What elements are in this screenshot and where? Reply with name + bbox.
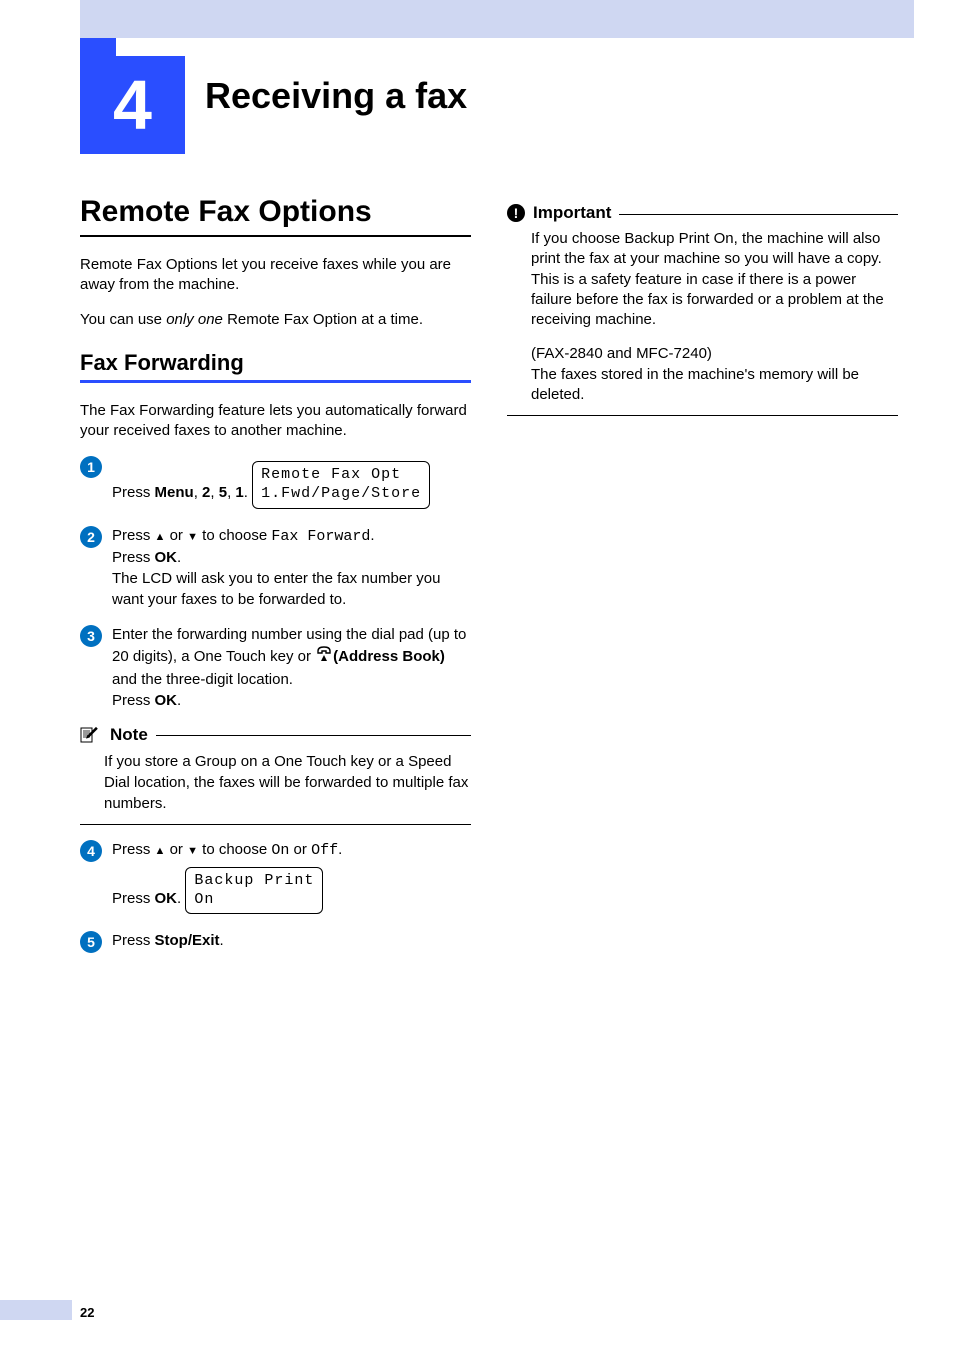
page-content: Remote Fax Options Remote Fax Options le… [80,195,898,967]
key-ok: OK [155,890,178,907]
right-column: ! Important If you choose Backup Print O… [507,195,898,967]
page-number: 22 [80,1305,94,1320]
down-arrow-icon [187,527,198,544]
important-models: (FAX-2840 and MFC-7240) [531,345,712,362]
step-badge: 4 [80,840,102,862]
key-menu: Menu [155,484,194,501]
t: The LCD will ask you to enter the fax nu… [112,570,441,608]
t: Press [112,484,155,501]
note-icon [80,726,102,744]
address-book-label: (Address Book) [333,648,445,665]
t: to choose [198,527,271,544]
step-4: 4 Press or to choose On or Off. Press OK… [80,839,471,917]
step-body: Press Menu, 2, 5, 1. Remote Fax Opt 1.Fw… [112,455,471,511]
t: to choose [198,841,271,858]
t: . [177,549,181,566]
t: . [370,527,374,544]
t: . [220,932,224,949]
t: or [165,841,187,858]
important-p1: If you choose Backup Print On, the machi… [531,229,898,330]
t: . [177,692,181,709]
subsection-heading: Fax Forwarding [80,350,471,383]
step-body: Press or to choose Fax Forward. Press OK… [112,525,471,610]
left-column: Remote Fax Options Remote Fax Options le… [80,195,471,967]
t: Press [112,549,155,566]
step-badge: 1 [80,456,102,478]
t: . [338,841,342,858]
key-1: 1 [235,484,243,501]
t: . [244,484,248,501]
chapter-title: Receiving a fax [205,75,467,117]
step-1: 1 Press Menu, 2, 5, 1. Remote Fax Opt 1.… [80,455,471,511]
t: Press [112,527,155,544]
note-head: Note [80,725,471,745]
intro-p2-emph: only one [166,311,223,328]
important-body: If you choose Backup Print On, the machi… [507,229,898,416]
t: or [289,841,311,858]
t: Press [112,692,155,709]
step-badge: 3 [80,625,102,647]
t: . [177,890,181,907]
note-body: If you store a Group on a One Touch key … [80,751,471,825]
lcd-text: Fax Forward [271,528,370,545]
t: , [210,484,218,501]
important-head: ! Important [507,203,898,223]
page-footer-band [0,1300,72,1320]
key-ok: OK [155,549,178,566]
intro-p1: Remote Fax Options let you receive faxes… [80,255,471,296]
key-ok: OK [155,692,178,709]
chapter-number: 4 [113,66,152,144]
address-book-icon [316,645,332,669]
chapter-number-box: 4 [80,56,185,154]
important-callout: ! Important If you choose Backup Print O… [507,203,898,416]
header-band [80,0,914,38]
section-heading: Remote Fax Options [80,195,471,237]
step-badge: 5 [80,931,102,953]
important-p2: (FAX-2840 and MFC-7240) The faxes stored… [531,344,898,405]
important-p2b: The faxes stored in the machine's memory… [531,366,859,403]
lcd-display: Backup Print On [185,867,323,915]
key-stop-exit: Stop/Exit [155,932,220,949]
note-title: Note [110,725,148,745]
step-body: Press or to choose On or Off. Press OK. … [112,839,471,917]
lcd-text: Off [311,842,338,859]
up-arrow-icon [155,841,166,858]
t: , [194,484,202,501]
t: Press [112,841,155,858]
important-rule [619,214,898,215]
intro-p2-pre: You can use [80,311,166,328]
step-2: 2 Press or to choose Fax Forward. Press … [80,525,471,610]
note-rule [156,735,471,736]
up-arrow-icon [155,527,166,544]
important-icon: ! [507,204,525,222]
t: Press [112,932,155,949]
forwarding-intro: The Fax Forwarding feature lets you auto… [80,401,471,442]
down-arrow-icon [187,841,198,858]
step-3: 3 Enter the forwarding number using the … [80,624,471,711]
lcd-text: On [271,842,289,859]
important-title: Important [533,203,611,223]
key-5: 5 [219,484,227,501]
t: and the three-digit location. [112,671,293,688]
lcd-display: Remote Fax Opt 1.Fwd/Page/Store [252,461,430,509]
intro-p2: You can use only one Remote Fax Option a… [80,310,471,330]
note-callout: Note If you store a Group on a One Touch… [80,725,471,825]
t: Press [112,890,155,907]
step-body: Enter the forwarding number using the di… [112,624,471,711]
t: or [165,527,187,544]
step-5: 5 Press Stop/Exit. [80,930,471,953]
intro-p2-post: Remote Fax Option at a time. [223,311,423,328]
step-body: Press Stop/Exit. [112,930,471,951]
step-badge: 2 [80,526,102,548]
